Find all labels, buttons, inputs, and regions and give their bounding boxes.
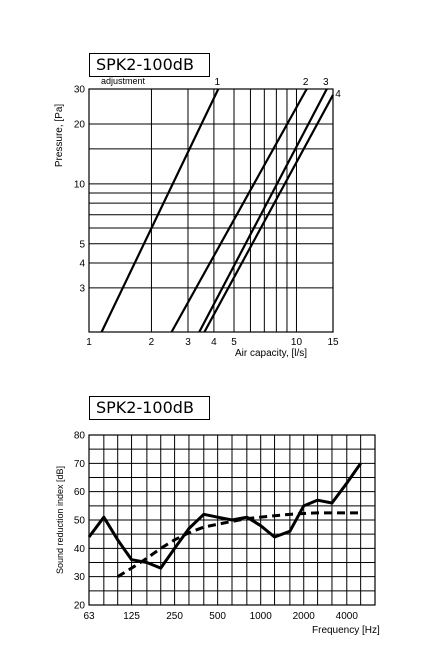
series-label-1: 1 <box>215 77 221 88</box>
y-axis-label: Sound reduction index [dB] <box>55 466 65 574</box>
y-tick-label: 4 <box>79 259 85 270</box>
series-label-3: 3 <box>323 77 329 88</box>
x-tick-label: 3 <box>185 337 191 348</box>
y-tick-label: 40 <box>74 544 86 555</box>
x-tick-label: 5 <box>231 337 237 348</box>
y-tick-label: 5 <box>79 239 85 250</box>
plot-frame <box>88 434 376 606</box>
chart2-title: SPK2-100dB <box>89 396 210 420</box>
x-tick-label: 125 <box>123 611 140 622</box>
x-tick-label: 15 <box>327 337 339 348</box>
x-tick-label: 4 <box>211 337 217 348</box>
y-tick-label: 3 <box>79 283 85 294</box>
x-tick-label: 1 <box>86 337 92 348</box>
y-tick-label: 70 <box>74 459 86 470</box>
y-tick-label: 80 <box>74 431 86 442</box>
series-line-1 <box>100 88 220 333</box>
annotation-label: adjustment <box>101 76 146 86</box>
series-line-2 <box>170 88 308 333</box>
x-tick-label: 63 <box>83 611 95 622</box>
x-tick-label: 500 <box>209 611 226 622</box>
plot-frame <box>88 88 334 333</box>
chart1-title: SPK2-100dB <box>89 53 210 77</box>
y-axis-label: Pressure, [Pa] <box>54 104 65 168</box>
y-tick-label: 10 <box>74 179 86 190</box>
x-tick-label: 4000 <box>336 611 359 622</box>
x-tick-label: 10 <box>291 337 303 348</box>
series-label-2: 2 <box>303 77 309 88</box>
series-line-3 <box>198 88 328 333</box>
y-tick-label: 60 <box>74 487 86 498</box>
y-tick-label: 30 <box>74 572 86 583</box>
x-tick-label: 250 <box>166 611 183 622</box>
solid-series-line <box>87 462 362 570</box>
x-tick-label: 2 <box>149 337 155 348</box>
y-tick-label: 50 <box>74 516 86 527</box>
x-tick-label: 1000 <box>250 611 273 622</box>
x-axis-label: Frequency [Hz] <box>312 625 380 636</box>
series-line-4 <box>203 94 334 333</box>
dashed-series-line <box>116 511 361 578</box>
x-axis-label: Air capacity, [l/s] <box>235 348 307 359</box>
series-label-4: 4 <box>335 89 341 100</box>
y-tick-label: 20 <box>74 601 86 612</box>
x-tick-label: 2000 <box>293 611 316 622</box>
y-tick-label: 30 <box>74 85 86 96</box>
y-tick-label: 20 <box>74 120 86 131</box>
